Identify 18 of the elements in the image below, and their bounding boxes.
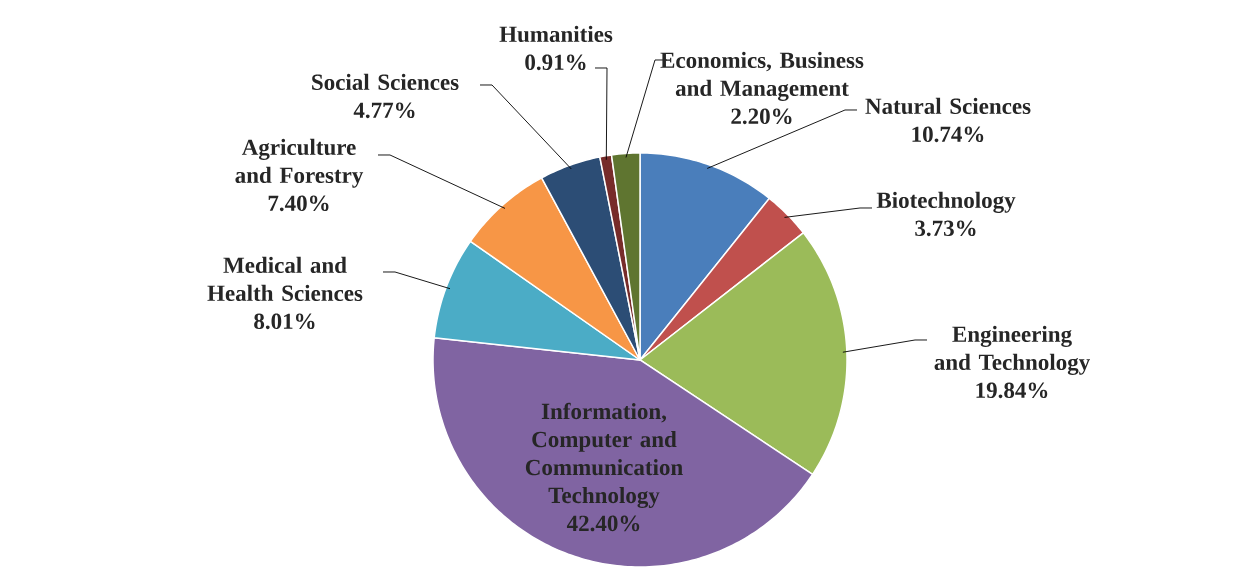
data-label: 2.20% (731, 108, 792, 125)
data-label: 0.91% (525, 54, 586, 71)
slice-label: Medical and Health Sciences (207, 256, 363, 302)
data-label: 3.73% (915, 220, 976, 237)
slice-label: Engineering and Technology (934, 325, 1090, 375)
slice-label: Economics, Business and Management (660, 51, 864, 101)
slice-label: Information, Computer and Communication Technology (525, 402, 683, 509)
slice-label: Biotechnology (876, 191, 1016, 213)
data-label: 42.40% (566, 515, 640, 532)
slice-label: Social Sciences (312, 73, 459, 91)
data-label: 8.01% (254, 313, 315, 330)
data-label: 4.77% (353, 102, 415, 119)
slice-label: Humanities (499, 25, 613, 43)
slice-label: Natural Sciences (865, 97, 1031, 115)
data-label: 10.74% (912, 126, 984, 143)
data-label: 7.40% (268, 195, 329, 212)
slice-label: Agriculture and Forestry (235, 138, 364, 188)
data-label: 19.84% (976, 382, 1048, 399)
